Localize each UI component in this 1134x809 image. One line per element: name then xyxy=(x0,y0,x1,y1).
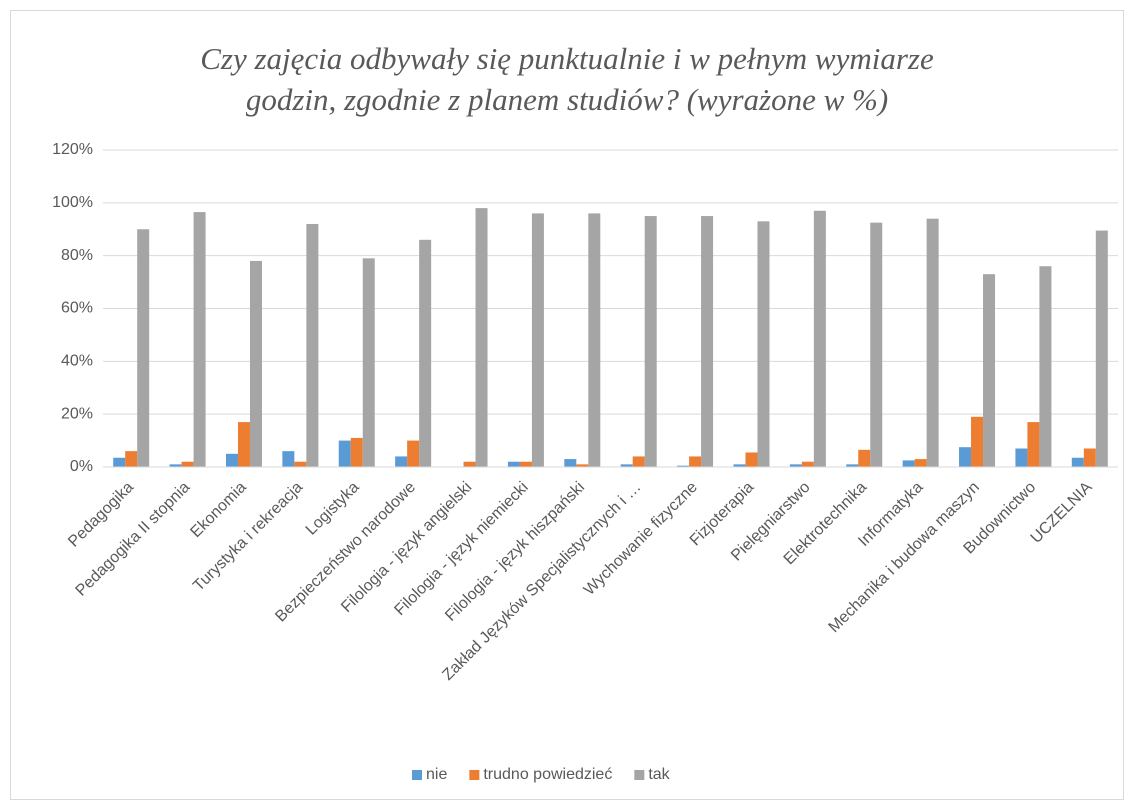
bar xyxy=(338,440,351,467)
bar xyxy=(926,218,939,467)
bar xyxy=(745,452,758,467)
bar xyxy=(632,456,645,467)
y-tick-label: 100% xyxy=(52,194,93,211)
bar xyxy=(362,258,375,467)
bar xyxy=(1039,266,1052,467)
bar xyxy=(1015,448,1028,467)
bar xyxy=(620,464,633,467)
bar xyxy=(846,464,859,467)
bar xyxy=(407,440,420,467)
bar xyxy=(870,222,883,467)
bar xyxy=(507,461,520,467)
bar xyxy=(914,459,927,467)
bar xyxy=(463,461,476,467)
chart-frame xyxy=(10,10,1124,800)
bar xyxy=(1095,230,1108,467)
legend-swatch xyxy=(412,770,422,780)
bar xyxy=(564,459,577,467)
bar xyxy=(475,208,488,467)
legend-swatch xyxy=(634,770,645,780)
bar xyxy=(419,239,432,467)
bar xyxy=(902,460,915,467)
bar xyxy=(237,422,250,467)
bar xyxy=(1071,457,1084,467)
bar xyxy=(225,453,238,467)
bar xyxy=(689,456,702,467)
bar xyxy=(137,229,150,467)
bar xyxy=(519,461,532,467)
bar xyxy=(801,461,814,467)
bar xyxy=(644,216,657,467)
bar xyxy=(1027,422,1040,467)
bar xyxy=(249,260,262,467)
bar xyxy=(181,461,194,467)
bar xyxy=(576,464,589,467)
legend-label: trudno powiedzieć xyxy=(483,766,612,783)
bar xyxy=(588,213,601,467)
y-tick-label: 80% xyxy=(61,247,93,264)
bar xyxy=(306,223,319,467)
bar xyxy=(350,437,363,467)
bar xyxy=(193,212,206,467)
y-tick-label: 0% xyxy=(70,458,93,475)
y-tick-label: 40% xyxy=(61,353,93,370)
bar xyxy=(789,464,802,467)
chart-title: Czy zajęcia odbywały się punktualnie i w… xyxy=(200,41,934,76)
bar xyxy=(813,210,826,467)
bar xyxy=(1083,448,1096,467)
bar xyxy=(294,461,307,467)
bar xyxy=(677,465,690,467)
bar xyxy=(971,416,984,467)
bar xyxy=(701,216,714,467)
chart-title: godzin, zgodnie z planem studiów? (wyraż… xyxy=(246,82,888,117)
bar xyxy=(858,449,871,467)
bar xyxy=(113,457,126,467)
legend-swatch xyxy=(469,770,480,780)
bar xyxy=(733,464,746,467)
bar xyxy=(125,451,138,467)
legend-label: tak xyxy=(648,766,670,783)
y-tick-label: 20% xyxy=(61,405,93,422)
bar xyxy=(395,456,408,467)
bar xyxy=(983,274,996,467)
y-tick-label: 120% xyxy=(52,141,93,158)
y-tick-label: 60% xyxy=(61,300,93,317)
bar xyxy=(169,464,182,467)
legend-label: nie xyxy=(426,766,447,783)
bar xyxy=(531,213,544,467)
bar xyxy=(757,221,770,467)
bar xyxy=(282,451,295,467)
bar xyxy=(959,447,972,467)
